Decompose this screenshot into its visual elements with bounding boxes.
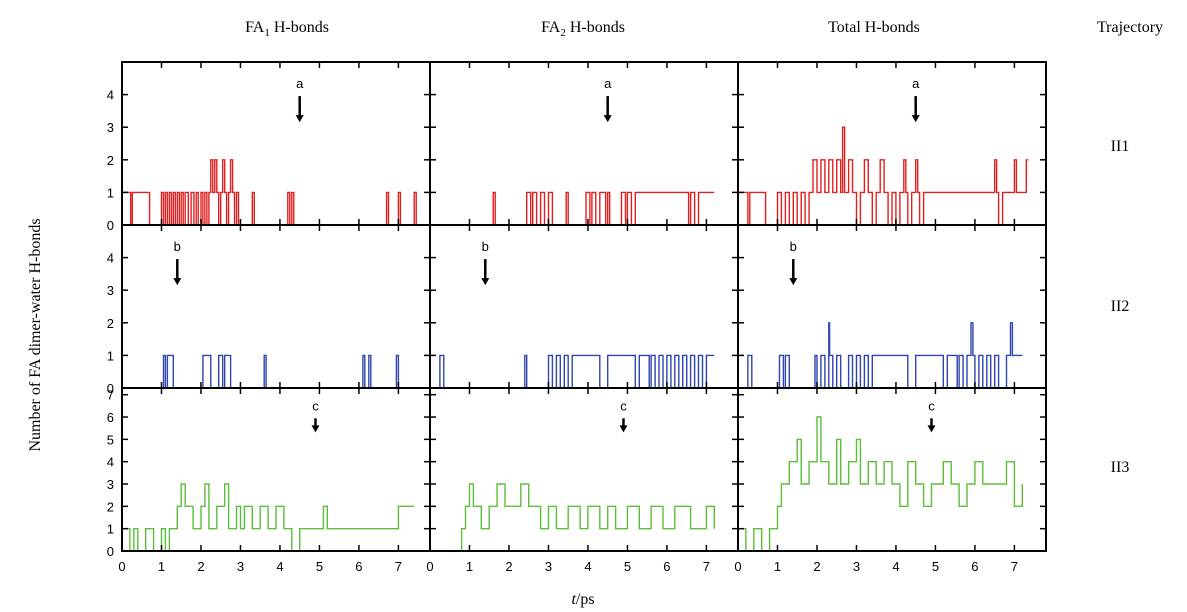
panel-fa2-ii2: b — [429, 224, 739, 389]
panel-frame — [121, 61, 431, 226]
annotation-label: b — [790, 239, 797, 254]
annotation-arrow-head — [295, 115, 304, 123]
annotation-arrow-head — [173, 278, 182, 286]
panel-fa1-ii3: 0 1 2 3 4 5 6 7 0 1 2 3 4 5 6 7 c — [107, 387, 431, 574]
panel-frame — [737, 224, 1047, 389]
x-tick-label: 2 — [505, 559, 512, 574]
x-tick-label: 0 — [734, 559, 741, 574]
annotation-arrow-head — [927, 425, 936, 433]
panel-frame — [429, 224, 739, 389]
series-total-ii1 — [738, 126, 1029, 226]
annotation-label: c — [620, 398, 627, 413]
row-label-ii1: II1 — [1111, 138, 1130, 155]
column-header-total: Total H-bonds — [828, 19, 920, 36]
annotation-arrow-head — [911, 115, 920, 123]
annotation-arrow-head — [789, 278, 798, 286]
x-tick-label: 0 — [118, 559, 125, 574]
annotation-arrow-head — [603, 115, 612, 123]
x-tick-label: 4 — [892, 559, 899, 574]
annotation-arrow-head — [619, 425, 628, 433]
x-axis-label: t/ps — [571, 591, 594, 608]
panel-fa1-ii1: 0 1 2 3 4 a — [107, 61, 431, 233]
panel-fa2-ii3: 0 1 2 3 4 5 6 7 c — [426, 387, 739, 574]
series-fa2-ii1 — [430, 191, 715, 226]
annotation-label: b — [482, 239, 489, 254]
trajectory-header: Trajectory — [1097, 19, 1163, 36]
y-tick-label: 7 — [107, 388, 114, 403]
x-tick-label: 1 — [158, 559, 165, 574]
x-tick-label: 1 — [774, 559, 781, 574]
series-fa1-ii3 — [122, 483, 415, 552]
x-tick-label: 3 — [545, 559, 552, 574]
column-header-fa1: FA1 H-bonds — [245, 19, 329, 39]
annotation-label: b — [174, 239, 181, 254]
annotation-label: c — [928, 398, 935, 413]
y-tick-label: 6 — [107, 410, 114, 425]
y-tick-label: 3 — [107, 120, 114, 135]
y-tick-label: 0 — [107, 381, 114, 396]
x-tick-label: 1 — [466, 559, 473, 574]
row-label-ii3: II3 — [1111, 459, 1130, 476]
y-tick-label: 1 — [107, 522, 114, 537]
y-tick-label: 3 — [107, 477, 114, 492]
annotation-arrow-head — [311, 425, 320, 433]
series-fa2-ii2 — [430, 354, 715, 389]
panel-total-ii3: 0 1 2 3 4 5 6 7 c — [734, 387, 1047, 574]
y-tick-label: 2 — [107, 499, 114, 514]
x-tick-label: 6 — [355, 559, 362, 574]
y-tick-label: 1 — [107, 348, 114, 363]
series-fa2-ii3 — [430, 483, 715, 552]
column-headers: FA1 H-bonds FA2 H-bonds Total H-bonds Tr… — [245, 19, 1163, 39]
y-tick-label: 2 — [107, 316, 114, 331]
x-tick-label: 4 — [584, 559, 591, 574]
panel-fa1-ii2: 0 1 2 3 4 b — [107, 224, 431, 396]
row-label-ii2: II2 — [1111, 298, 1130, 315]
x-tick-label: 6 — [971, 559, 978, 574]
x-tick-label: 5 — [316, 559, 323, 574]
series-fa1-ii2 — [122, 354, 400, 389]
panel-frame — [429, 387, 739, 552]
x-tick-label: 3 — [853, 559, 860, 574]
y-tick-label: 5 — [107, 432, 114, 447]
annotation-label: c — [312, 398, 319, 413]
x-tick-label: 0 — [426, 559, 433, 574]
panel-frame — [429, 61, 739, 226]
x-tick-label: 3 — [237, 559, 244, 574]
y-tick-label: 4 — [107, 455, 114, 470]
y-tick-label: 4 — [107, 88, 114, 103]
panel-fa2-ii1: a — [429, 61, 739, 226]
x-tick-label: 4 — [276, 559, 283, 574]
x-tick-label: 7 — [395, 559, 402, 574]
series-fa1-ii1 — [122, 159, 417, 226]
annotation-label: a — [604, 76, 612, 91]
x-tick-label: 6 — [663, 559, 670, 574]
x-tick-label: 7 — [703, 559, 710, 574]
panel-frame — [121, 224, 431, 389]
y-tick-label: 2 — [107, 153, 114, 168]
y-tick-label: 4 — [107, 251, 114, 266]
x-tick-label: 5 — [932, 559, 939, 574]
x-tick-label: 7 — [1011, 559, 1018, 574]
panel-total-ii1: a — [737, 61, 1047, 226]
row-labels: II1 II2 II3 — [1111, 138, 1130, 476]
series-total-ii3 — [738, 416, 1023, 552]
x-tick-label: 2 — [197, 559, 204, 574]
panel-total-ii2: b — [737, 224, 1047, 389]
x-tick-label: 2 — [813, 559, 820, 574]
annotation-label: a — [296, 76, 304, 91]
y-tick-label: 0 — [107, 544, 114, 559]
y-tick-label: 1 — [107, 185, 114, 200]
column-header-fa2: FA2 H-bonds — [541, 19, 625, 39]
panel-frame — [737, 387, 1047, 552]
y-tick-label: 3 — [107, 283, 114, 298]
y-axis-label: Number of FA dimer-water H-bonds — [27, 218, 44, 451]
y-tick-label: 0 — [107, 218, 114, 233]
series-total-ii2 — [738, 322, 1023, 389]
annotation-label: a — [912, 76, 920, 91]
x-tick-label: 5 — [624, 559, 631, 574]
annotation-arrow-head — [481, 278, 490, 286]
